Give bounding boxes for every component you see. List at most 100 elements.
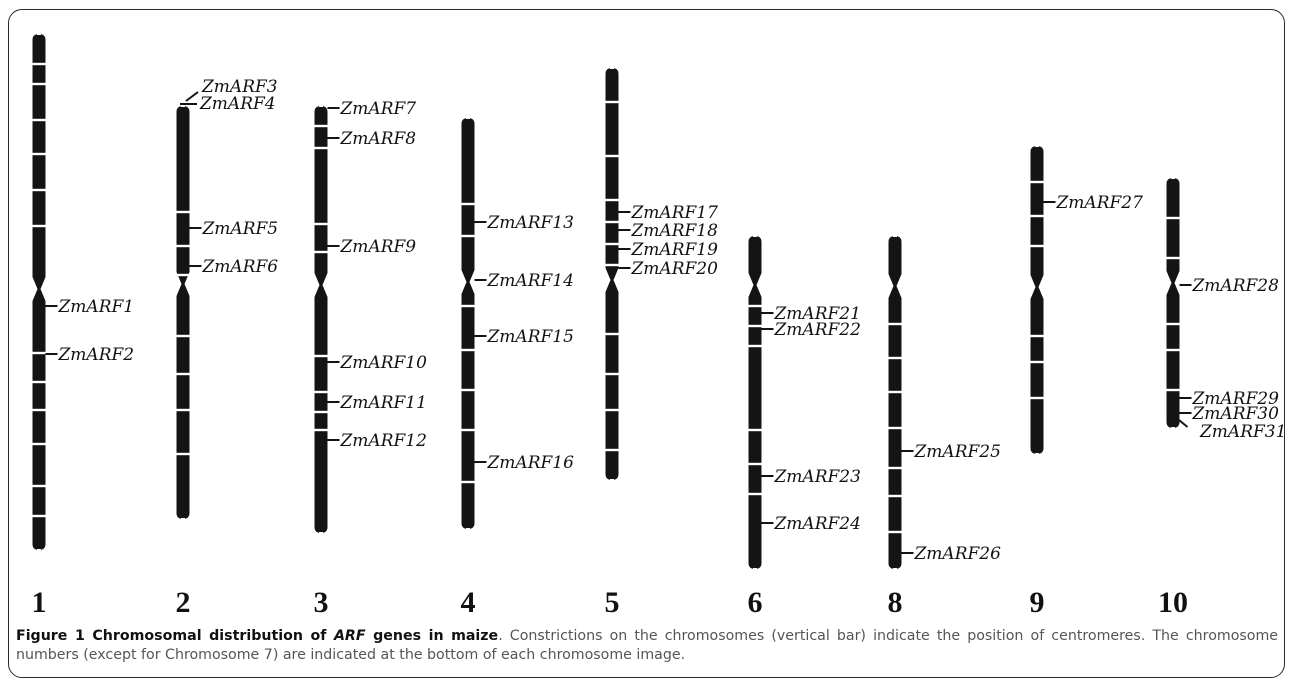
gene-label: ZmARF13 (487, 213, 574, 233)
telomere-top (319, 105, 323, 107)
telomere-top (1035, 145, 1039, 147)
chromosome-5-band (605, 448, 619, 452)
gene-marker-zmarf30: ZmARF30 (1179, 404, 1280, 424)
chromosome-6 (748, 235, 762, 570)
chromosome-number-8: 8 (888, 586, 903, 619)
chromosome-6-band (748, 304, 762, 308)
chromosome-5-band (605, 372, 619, 376)
chromosome-4-band (461, 202, 475, 206)
gene-label: ZmARF16 (487, 453, 575, 473)
chromosomes-layer (32, 33, 1180, 570)
chromosome-numbers-layer: 1 2 3 4 5 6 8 9 10 (32, 586, 1189, 619)
chromosome-6-band (748, 344, 762, 348)
telomere-top (181, 105, 185, 107)
chromosome-6-band (748, 428, 762, 432)
chromosome-5-band (605, 408, 619, 412)
chromosome-number-3: 3 (314, 586, 329, 619)
gene-label: ZmARF28 (1192, 276, 1280, 296)
gene-label: ZmARF26 (914, 544, 1002, 564)
chromosome-1-band (32, 351, 46, 355)
telomere-top (893, 235, 897, 237)
chromosome-1-band (32, 118, 46, 122)
chromosome-8-band (888, 494, 902, 498)
gene-label: ZmARF7 (340, 99, 417, 119)
chromosome-5-band (605, 198, 619, 202)
gene-marker-zmarf24: ZmARF24 (761, 514, 861, 534)
chromosome-1-band (32, 82, 46, 86)
chromosome-1 (32, 33, 46, 551)
gene-marker-zmarf12: ZmARF12 (327, 431, 427, 451)
chromosome-2-band (176, 273, 190, 277)
gene-label: ZmARF25 (914, 442, 1001, 462)
chromosome-4-body (461, 118, 475, 529)
chromosome-3 (314, 105, 328, 534)
chromosome-1-band (32, 380, 46, 384)
gene-marker-zmarf11: ZmARF11 (327, 393, 427, 413)
chromosome-3-band (314, 124, 328, 128)
chromosome-5-body (605, 68, 619, 480)
gene-marker-zmarf13: ZmARF13 (474, 213, 574, 233)
chromosome-10-band (1166, 388, 1180, 392)
chromosome-4-band (461, 388, 475, 392)
gene-marker-zmarf29: ZmARF29 (1179, 389, 1280, 409)
gene-label: ZmARF29 (1192, 389, 1280, 409)
gene-marker-zmarf4: ZmARF4 (180, 94, 276, 114)
chromosome-8-band (888, 356, 902, 360)
caption-body: . Constrictions on the chromosomes (vert… (16, 628, 1278, 663)
gene-label: ZmARF9 (340, 237, 417, 257)
chromosome-8-band (888, 322, 902, 326)
telomere-bottom (893, 568, 897, 570)
gene-label: ZmARF5 (202, 219, 279, 239)
gene-marker-zmarf1: ZmARF1 (45, 297, 134, 317)
gene-label: ZmARF30 (1192, 404, 1280, 424)
chromosome-8-band (888, 530, 902, 534)
gene-marker-zmarf16: ZmARF16 (474, 453, 575, 473)
chromosome-9-band (1030, 334, 1044, 338)
gene-label: ZmARF24 (774, 514, 861, 534)
chromosome-4-band (461, 348, 475, 352)
gene-marker-zmarf23: ZmARF23 (761, 467, 861, 487)
chromosome-9-band (1030, 214, 1044, 218)
gene-marker-zmarf5: ZmARF5 (189, 219, 279, 239)
chromosome-9-band (1030, 244, 1044, 248)
chromosome-number-2: 2 (176, 586, 191, 619)
figure-caption: Figure 1 Chromosomal distribution of ARF… (16, 627, 1278, 665)
gene-label: ZmARF12 (340, 431, 427, 451)
chromosome-3-band (314, 354, 328, 358)
gene-marker-zmarf20: ZmARF20 (618, 259, 719, 279)
chromosome-9-band (1030, 396, 1044, 400)
gene-label: ZmARF8 (340, 129, 417, 149)
gene-label: ZmARF17 (631, 203, 719, 223)
chromosome-9-band (1030, 180, 1044, 184)
telomere-top (1171, 177, 1175, 179)
chromosome-10-band (1166, 348, 1180, 352)
chromosome-3-body (314, 106, 328, 533)
telomere-bottom (1171, 427, 1175, 429)
chromosome-1-band (32, 484, 46, 488)
chromosome-5-band (605, 332, 619, 336)
gene-marker-zmarf18: ZmARF18 (618, 221, 718, 241)
chromosome-5-band (605, 100, 619, 104)
chromosome-1-band (32, 442, 46, 446)
chromosome-10-band (1166, 256, 1180, 260)
figure-frame (8, 9, 1285, 678)
gene-marker-zmarf27: ZmARF27 (1043, 193, 1143, 213)
gene-marker-zmarf7: ZmARF7 (327, 99, 417, 119)
gene-label: ZmARF2 (58, 345, 135, 365)
chromosome-2 (176, 105, 190, 520)
telomere-bottom (1035, 453, 1039, 455)
chromosome-2-band (176, 244, 190, 248)
gene-marker-zmarf3: ZmARF3 (185, 77, 278, 102)
chromosome-10-band (1166, 216, 1180, 220)
telomere-bottom (181, 518, 185, 520)
chromosome-number-9: 9 (1030, 586, 1045, 619)
gene-marker-zmarf14: ZmARF14 (474, 271, 574, 291)
gene-marker-zmarf21: ZmARF21 (761, 304, 861, 324)
gene-marker-zmarf19: ZmARF19 (618, 240, 718, 260)
chromosome-8 (888, 235, 902, 570)
chromosome-1-band (32, 152, 46, 156)
chromosome-8-body (888, 236, 902, 569)
gene-label: ZmARF20 (631, 259, 719, 279)
gene-label: ZmARF10 (340, 353, 428, 373)
